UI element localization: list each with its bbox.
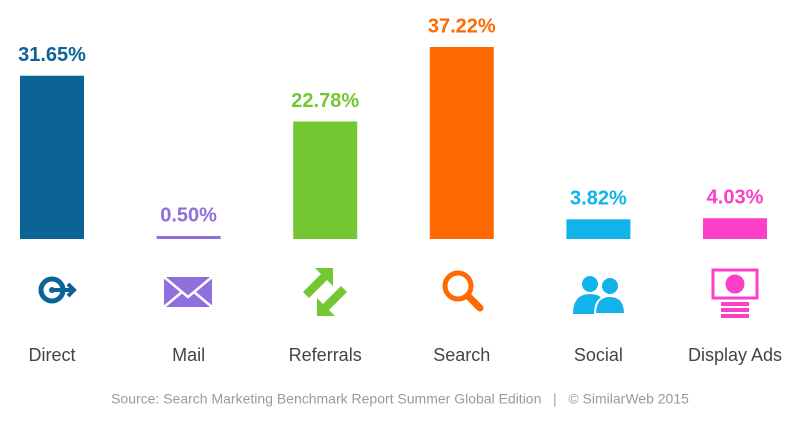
bar [566,219,631,239]
display-icon [711,268,759,318]
mail-icon [163,276,213,308]
direct-icon [38,276,77,304]
source-note: Source: Search Marketing Benchmark Repor… [111,391,689,407]
value-label: 3.82% [570,188,627,210]
bar [703,218,767,239]
value-label: 22.78% [291,90,359,112]
icons [38,268,759,318]
social-icon [573,276,627,315]
bar [429,47,494,239]
category-label: Referrals [289,345,362,365]
category-label: Social [574,345,623,365]
category-label: Display Ads [688,345,782,365]
value-label: 0.50% [160,204,217,226]
category-label: Search [433,345,490,365]
bar [156,236,221,239]
referrals-icon [303,268,347,316]
category-label: Direct [28,345,75,365]
category-label: Mail [172,345,205,365]
value-label: 31.65% [18,44,86,66]
bar [293,121,358,239]
search-icon [442,270,484,312]
value-label: 37.22% [428,15,496,37]
bar [20,75,84,239]
value-label: 4.03% [707,186,764,208]
